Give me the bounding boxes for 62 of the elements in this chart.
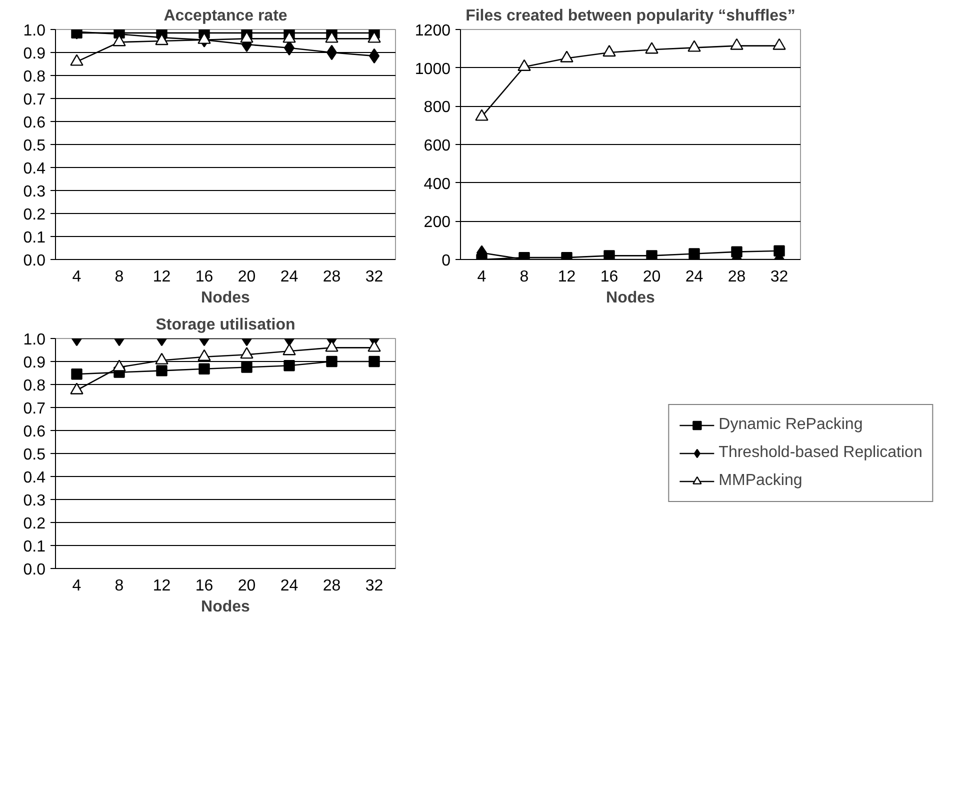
y-tick-label: 0.4 bbox=[23, 470, 46, 486]
y-tick-label: 0.3 bbox=[23, 492, 46, 510]
y-tick-label: 1200 bbox=[414, 22, 451, 40]
y-tick-label: 0.9 bbox=[23, 354, 46, 372]
x-tick-label: 8 bbox=[114, 268, 124, 286]
y-tick-label: 400 bbox=[424, 176, 451, 193]
x-tick-label: 20 bbox=[642, 268, 661, 286]
text: 1.0 bbox=[23, 22, 46, 40]
x-tick-label: 4 bbox=[72, 268, 82, 286]
y-tick-label: 0.2 bbox=[23, 206, 46, 224]
y-tick-label: 0.4 bbox=[23, 160, 46, 178]
y-tick-label: 0.6 bbox=[23, 114, 46, 132]
legend-label: Dynamic RePacking bbox=[718, 416, 863, 434]
x-tick-label: 20 bbox=[238, 578, 256, 594]
y-tick-label: 1000 bbox=[414, 60, 451, 78]
x-axis-title: Nodes bbox=[606, 290, 656, 306]
x-axis-title: Nodes bbox=[201, 290, 250, 306]
x-tick-label: 24 bbox=[280, 578, 298, 594]
x-tick-label: 32 bbox=[770, 268, 788, 286]
y-tick-label: 800 bbox=[424, 99, 451, 116]
y-tick-label: 0.6 bbox=[23, 424, 46, 440]
y-tick-label: 0.7 bbox=[23, 92, 46, 108]
x-tick-label: 32 bbox=[365, 268, 384, 286]
x-tick-label: 28 bbox=[322, 268, 341, 286]
y-tick-label: 0.5 bbox=[23, 138, 46, 154]
x-tick-label: 8 bbox=[114, 578, 124, 594]
text: 0.0 bbox=[23, 562, 46, 578]
y-tick-label: 0.2 bbox=[23, 516, 46, 532]
x-tick-label: 4 bbox=[72, 578, 82, 594]
x-tick-label: 12 bbox=[152, 268, 171, 286]
x-tick-label: 4 bbox=[477, 268, 486, 286]
x-tick-label: 24 bbox=[280, 268, 298, 286]
chart-title: Storage utilisation bbox=[156, 316, 296, 334]
x-tick-label: 24 bbox=[685, 268, 704, 286]
x-tick-label: 12 bbox=[558, 268, 576, 286]
legend-label: MMPacking bbox=[718, 472, 802, 490]
y-tick-label: 0.1 bbox=[23, 230, 46, 246]
x-tick-label: 28 bbox=[728, 268, 746, 286]
x-tick-label: 12 bbox=[152, 578, 171, 594]
chart-title: Files created between popularity “shuffles” bbox=[466, 8, 796, 24]
text: 0.0 bbox=[23, 252, 46, 270]
x-tick-label: 16 bbox=[600, 268, 618, 286]
x-tick-label: 28 bbox=[322, 578, 341, 594]
chart-title: Acceptance rate bbox=[164, 8, 288, 24]
x-tick-label: 16 bbox=[195, 268, 214, 286]
y-tick-label: 0.5 bbox=[23, 446, 46, 464]
y-tick-label: 0.3 bbox=[23, 184, 46, 200]
y-tick-label: 0.8 bbox=[23, 378, 46, 394]
y-tick-label: 0 bbox=[442, 252, 451, 270]
y-tick-label: 600 bbox=[424, 138, 451, 154]
legend-label: Threshold-based Replication bbox=[718, 444, 922, 462]
text: 1.0 bbox=[23, 332, 46, 348]
y-tick-label: 0.9 bbox=[23, 46, 46, 62]
y-tick-label: 0.7 bbox=[23, 400, 46, 418]
y-tick-label: 0.8 bbox=[23, 68, 46, 86]
x-tick-label: 20 bbox=[238, 268, 256, 286]
x-tick-label: 16 bbox=[195, 578, 214, 594]
y-tick-label: 0.1 bbox=[23, 538, 46, 556]
x-tick-label: 32 bbox=[365, 578, 384, 594]
x-tick-label: 8 bbox=[520, 268, 529, 286]
x-axis-title: Nodes bbox=[201, 598, 250, 616]
y-tick-label: 200 bbox=[424, 214, 451, 232]
